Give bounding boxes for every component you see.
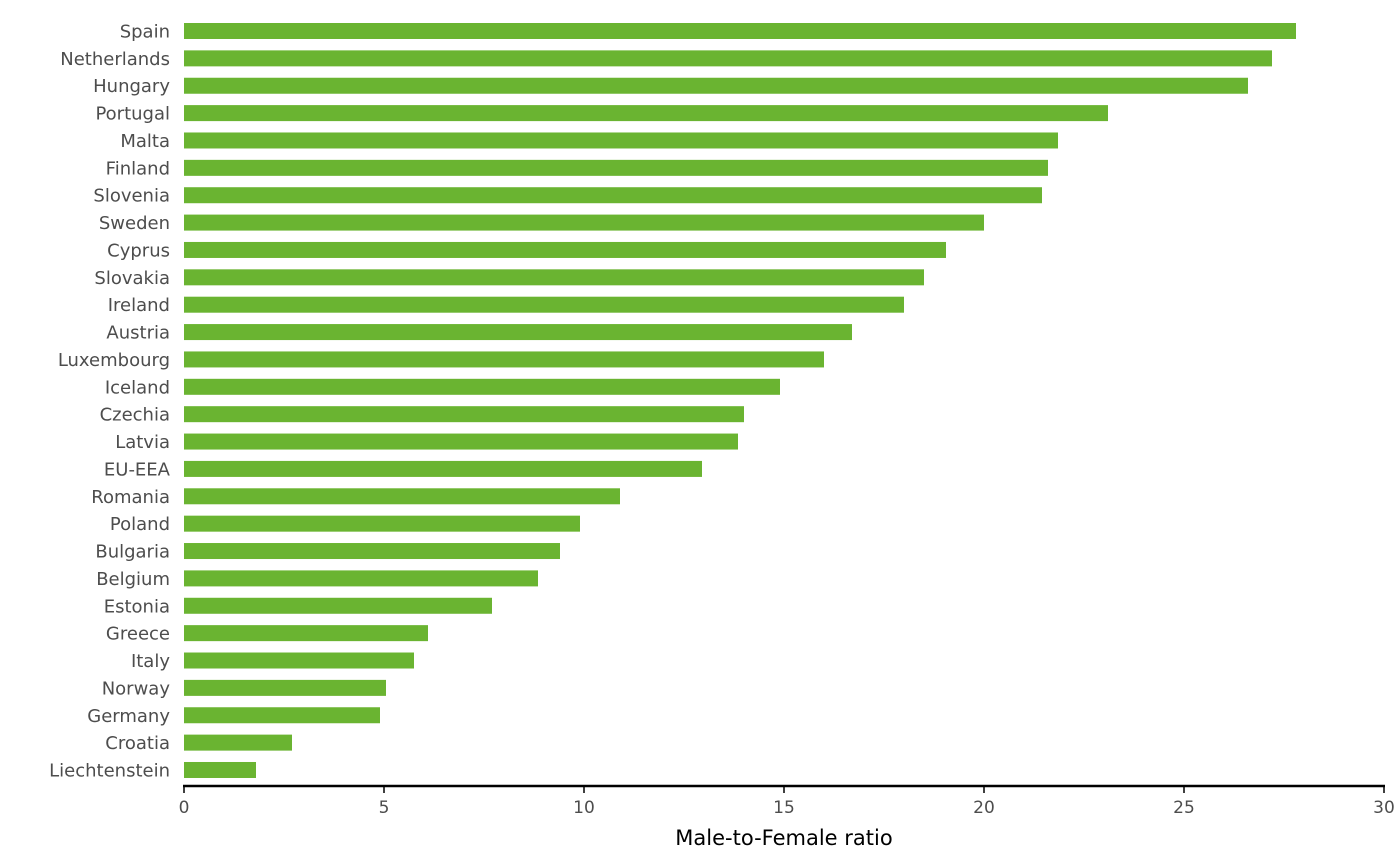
bar-iceland — [184, 378, 780, 395]
category-label: Germany — [87, 706, 170, 727]
bar-eu-eea — [184, 460, 702, 477]
category-label: Poland — [110, 514, 170, 535]
bar-germany — [184, 707, 380, 724]
bar-liechtenstein — [184, 761, 256, 778]
bar-slovenia — [184, 187, 1042, 204]
x-tick-label: 20 — [973, 798, 995, 818]
bar-luxembourg — [184, 351, 824, 368]
category-label: Belgium — [96, 569, 170, 590]
bar-ireland — [184, 296, 904, 313]
x-tick-label: 15 — [773, 798, 795, 818]
category-label: Portugal — [95, 104, 170, 125]
bar-belgium — [184, 570, 538, 587]
category-label: Latvia — [115, 432, 170, 453]
category-label: Luxembourg — [58, 350, 170, 371]
category-label: EU-EEA — [104, 459, 171, 480]
bar-latvia — [184, 433, 738, 450]
bars-group — [184, 23, 1296, 778]
x-tick-label: 10 — [573, 798, 595, 818]
category-label: Finland — [106, 158, 170, 179]
category-label: Czechia — [100, 405, 170, 426]
bar-finland — [184, 159, 1048, 176]
bar-hungary — [184, 77, 1248, 94]
category-label: Italy — [131, 651, 170, 672]
category-label: Croatia — [105, 733, 170, 754]
bar-poland — [184, 515, 580, 532]
x-tick-label: 25 — [1173, 798, 1195, 818]
bar-greece — [184, 625, 428, 642]
bar-norway — [184, 679, 386, 696]
bar-sweden — [184, 214, 984, 231]
bar-romania — [184, 488, 620, 505]
category-label: Slovenia — [93, 186, 170, 207]
category-label: Sweden — [99, 213, 170, 234]
category-label: Spain — [120, 22, 170, 43]
category-label: Romania — [91, 487, 170, 508]
category-label: Slovakia — [94, 268, 170, 289]
category-labels-group: Spain Netherlands Hungary Portugal Malta Finl… — [49, 22, 171, 782]
x-ticks-group: 0 5 10 15 20 25 30 — [179, 786, 1395, 818]
bar-czechia — [184, 406, 744, 423]
bar-austria — [184, 324, 852, 341]
category-label: Netherlands — [60, 49, 170, 70]
x-tick-label: 30 — [1373, 798, 1395, 818]
bar-spain — [184, 23, 1296, 39]
x-tick-label: 5 — [379, 798, 390, 818]
category-label: Bulgaria — [95, 542, 170, 563]
category-label: Cyprus — [107, 240, 170, 261]
category-label: Austria — [106, 323, 170, 344]
bar-estonia — [184, 597, 492, 614]
bar-portugal — [184, 105, 1108, 122]
category-label: Malta — [120, 131, 170, 152]
category-label: Estonia — [104, 596, 170, 617]
category-label: Iceland — [105, 377, 170, 398]
category-label: Ireland — [108, 295, 170, 316]
bar-malta — [184, 132, 1058, 149]
category-label: Hungary — [93, 76, 170, 97]
category-label: Greece — [106, 624, 170, 645]
bar-slovakia — [184, 269, 924, 286]
x-tick-label: 0 — [179, 798, 190, 818]
category-label: Liechtenstein — [49, 760, 170, 781]
bar-bulgaria — [184, 543, 560, 560]
bar-netherlands — [184, 50, 1272, 67]
bar-italy — [184, 652, 414, 669]
bar-croatia — [184, 734, 292, 751]
category-label: Norway — [102, 678, 171, 699]
bar-cyprus — [184, 241, 946, 258]
x-axis-title: Male-to-Female ratio — [675, 826, 892, 850]
